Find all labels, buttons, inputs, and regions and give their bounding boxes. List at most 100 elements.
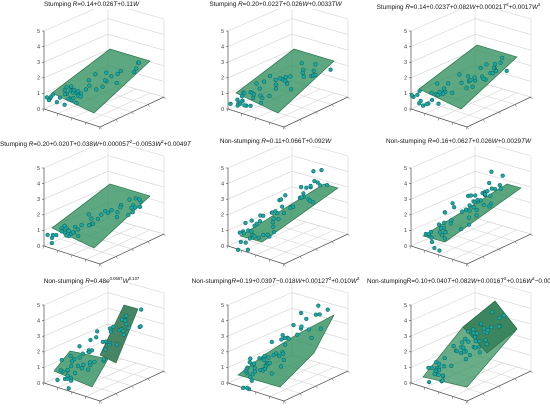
data-point	[245, 385, 250, 391]
data-point	[442, 355, 447, 361]
data-point	[466, 215, 472, 220]
data-point	[95, 216, 100, 222]
data-point	[281, 210, 287, 216]
x-tick	[465, 263, 468, 267]
data-point	[114, 214, 120, 220]
data-point	[458, 226, 464, 232]
x-tick	[423, 250, 426, 254]
data-point	[304, 185, 309, 190]
x-tick	[423, 113, 426, 117]
data-point	[102, 78, 108, 83]
z-tick-label: 2	[221, 76, 224, 82]
y-tick	[131, 248, 134, 252]
z-tick-label: 4	[221, 44, 224, 50]
y-tick	[283, 126, 286, 130]
scatter-3d-plot: 0 1 2 3 4 5	[404, 283, 533, 404]
data-point	[446, 81, 451, 86]
data-point	[463, 336, 468, 342]
data-point	[307, 198, 313, 203]
grid-line	[127, 9, 165, 20]
grid-line	[291, 170, 349, 188]
chart-panel: Stumping R=0.14+0.023T+0.082W+0.00021T2+…	[367, 0, 550, 136]
data-point	[129, 205, 134, 210]
data-point	[72, 224, 78, 230]
data-point	[457, 72, 462, 77]
data-point	[258, 100, 264, 106]
data-point	[100, 84, 105, 89]
grid-line	[452, 229, 518, 260]
grid-line	[474, 217, 532, 235]
data-point	[470, 84, 475, 89]
data-point	[58, 368, 63, 373]
z-tick-label: 5	[221, 166, 224, 172]
grid-line	[474, 18, 532, 35]
data-point	[434, 359, 439, 365]
data-point	[325, 307, 330, 312]
data-point	[437, 361, 442, 367]
y-tick	[147, 378, 150, 381]
data-point	[282, 335, 287, 341]
z-tick-label: 3	[404, 334, 407, 340]
data-point	[274, 351, 279, 356]
data-point	[283, 74, 288, 80]
z-tick-label: 5	[37, 303, 40, 309]
data-point	[490, 71, 495, 76]
y-tick	[498, 111, 501, 115]
grid-line	[85, 229, 151, 260]
grid-line	[107, 170, 165, 188]
data-point	[286, 336, 291, 341]
data-point	[441, 225, 447, 231]
data-point	[291, 322, 296, 328]
x-tick	[226, 382, 229, 386]
data-point	[473, 345, 478, 350]
data-point	[248, 356, 253, 361]
data-point	[450, 90, 455, 95]
data-point	[426, 365, 431, 370]
data-point	[474, 207, 479, 213]
data-point	[92, 359, 97, 365]
data-point	[441, 364, 447, 369]
data-point	[131, 69, 137, 75]
grid-line	[227, 49, 293, 79]
data-point	[44, 95, 50, 100]
z-tick-label: 1	[404, 91, 407, 97]
z-tick-label: 1	[404, 228, 407, 234]
z-tick-label: 2	[37, 213, 40, 219]
grid-line	[43, 146, 96, 169]
data-point	[273, 86, 279, 91]
z-tick-label: 4	[37, 44, 40, 50]
data-point	[281, 357, 286, 363]
data-point	[88, 337, 93, 343]
data-point	[492, 62, 498, 67]
data-point	[68, 84, 74, 89]
data-point	[251, 92, 256, 97]
grid-line	[227, 9, 280, 32]
x-tick	[84, 259, 87, 263]
z-tick-label: 3	[221, 60, 224, 66]
data-point	[109, 74, 114, 79]
data-point	[121, 332, 126, 337]
data-point	[443, 230, 448, 235]
data-point	[238, 239, 243, 245]
grid-line	[85, 366, 151, 397]
data-point	[309, 335, 314, 341]
x-tick	[70, 391, 73, 395]
data-point	[262, 357, 267, 363]
y-tick	[299, 256, 302, 259]
grid-line	[227, 155, 293, 184]
data-point	[228, 101, 233, 106]
data-point	[72, 371, 78, 376]
y-tick	[315, 111, 318, 115]
data-point	[70, 230, 76, 235]
data-point	[267, 73, 273, 79]
z-tick-label: 4	[221, 181, 224, 187]
z-tick-label: 0	[37, 381, 40, 387]
data-point	[463, 207, 469, 212]
z-tick-label: 2	[404, 213, 407, 219]
x-tick	[282, 400, 285, 404]
data-point	[252, 369, 258, 374]
grid-line	[410, 186, 476, 216]
grid-line	[275, 224, 333, 242]
data-point	[426, 231, 431, 237]
grid-line	[107, 18, 165, 35]
